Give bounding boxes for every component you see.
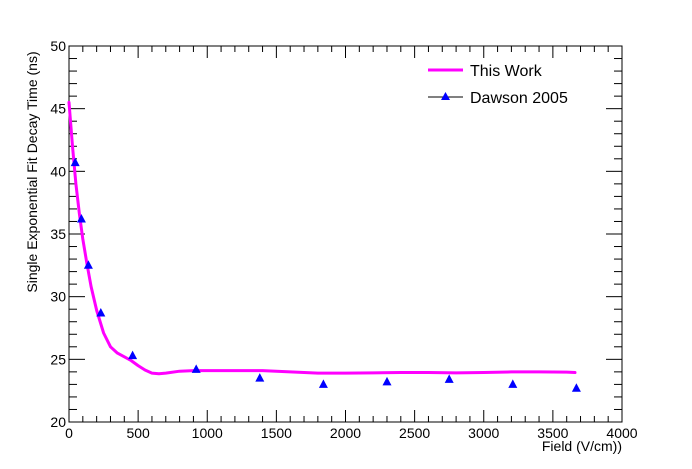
- axis-ticks: [68, 45, 623, 423]
- data-point-dawson-2005: [444, 374, 454, 383]
- x-tick-label: 1500: [261, 425, 292, 441]
- data-point-dawson-2005: [96, 308, 106, 317]
- y-tick-label: 45: [50, 101, 66, 117]
- data-point-dawson-2005: [83, 260, 93, 269]
- legend: This Work Dawson 2005: [428, 63, 568, 107]
- series-line-this-work: [67, 100, 577, 376]
- x-tick-label: 2000: [330, 425, 361, 441]
- x-tick-label: 2500: [399, 425, 430, 441]
- data-point-dawson-2005: [318, 379, 328, 388]
- data-point-dawson-2005: [191, 364, 201, 373]
- y-tick-label: 35: [50, 226, 66, 242]
- legend-label-dawson-2005: Dawson 2005: [470, 90, 568, 107]
- x-axis-title: Field (V/cm)): [542, 438, 622, 454]
- x-tick-label: 500: [126, 425, 150, 441]
- y-tick-label: 40: [50, 163, 66, 179]
- x-tick-label: 3000: [468, 425, 499, 441]
- x-tick-label: 1000: [192, 425, 223, 441]
- data-point-dawson-2005: [508, 379, 518, 388]
- y-tick-label: 30: [50, 289, 66, 305]
- y-tick-label: 50: [50, 38, 66, 54]
- data-point-dawson-2005: [70, 157, 80, 167]
- x-tick-label: 0: [65, 425, 73, 441]
- y-axis-tick-labels: 20 25 30 35 40 45 50: [50, 38, 66, 430]
- y-tick-label: 25: [50, 351, 66, 367]
- data-point-dawson-2005: [255, 373, 265, 382]
- legend-marker-dawson-2005: [441, 92, 450, 100]
- y-tick-label: 20: [50, 414, 66, 430]
- data-point-dawson-2005: [571, 383, 581, 392]
- data-point-dawson-2005: [128, 350, 138, 360]
- series-layer: [67, 100, 581, 392]
- data-point-dawson-2005: [76, 214, 86, 223]
- x-axis-tick-labels: 0 500 1000 1500 2000 2500 3000 3500 4000: [65, 425, 638, 441]
- legend-label-this-work: This Work: [470, 63, 543, 80]
- data-point-dawson-2005: [382, 376, 392, 386]
- y-axis-title: Single Exponential Fit Decay Time (ns): [24, 51, 40, 292]
- x-tick-label: 3500: [537, 425, 568, 441]
- x-tick-label: 4000: [606, 425, 637, 441]
